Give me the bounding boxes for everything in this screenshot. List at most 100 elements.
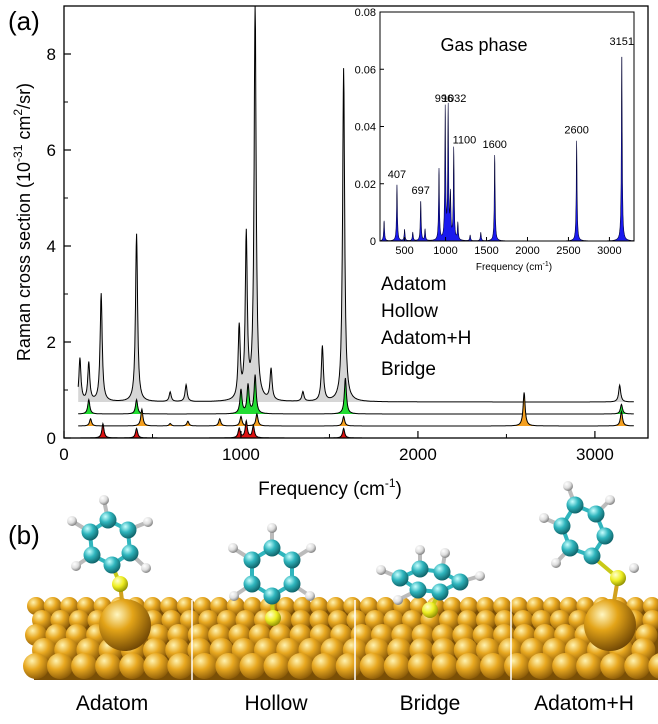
panel-a-label: (a) — [8, 6, 40, 36]
carbon-atom — [100, 512, 117, 529]
carbon-atom — [567, 497, 584, 514]
main-y-axis-label: Raman cross section (10-31 cm2/sr) — [11, 83, 34, 361]
carbon-atom — [597, 528, 614, 545]
inset-x-tick-label-500: 500 — [395, 245, 413, 257]
gold-atom — [23, 653, 49, 679]
panel-b-label: (b) — [8, 520, 40, 550]
hydrogen-atom — [229, 591, 239, 601]
legend-adatom-h: Adatom+H — [381, 328, 471, 349]
hydrogen-atom — [475, 571, 485, 581]
carbon-atom — [264, 588, 281, 605]
hydrogen-atom — [605, 495, 615, 505]
caption-adatom: Adatom — [76, 692, 148, 715]
hydrogen-atom — [393, 595, 403, 605]
gold-atom — [288, 653, 314, 679]
inset-x-tick-label-1000: 1000 — [433, 245, 457, 257]
gold-atom — [95, 653, 121, 679]
gold-atom — [215, 653, 241, 679]
hydrogen-atom — [306, 543, 316, 553]
gold-atom — [408, 653, 434, 679]
inset-peak-label-2600: 2600 — [564, 125, 588, 137]
gold-adatom — [584, 599, 636, 651]
x-tick-label-2000: 2000 — [399, 445, 437, 464]
inset-peak-label-1032: 1032 — [442, 93, 466, 105]
inset-peak-label-407: 407 — [388, 169, 406, 181]
inset-y-tick-label-0: 0 — [370, 236, 376, 248]
sulfur-atom — [610, 570, 626, 586]
main-x-axis-label: Frequency (cm-1) — [258, 476, 402, 500]
series-adatom-h-line — [78, 392, 634, 426]
gold-atom — [264, 653, 290, 679]
carbon-atom — [588, 506, 605, 523]
carbon-atom — [244, 576, 261, 593]
hydrogen-atom — [629, 563, 639, 573]
gold-atom — [624, 653, 650, 679]
gold-atom — [528, 653, 554, 679]
carbon-atom — [284, 576, 301, 593]
inset-x-tick-label-3000: 3000 — [597, 245, 621, 257]
inset-y-tick-label-1: 0.02 — [355, 179, 376, 191]
inset-peak-label-1100: 1100 — [453, 135, 477, 147]
hydrogen-atom — [551, 558, 561, 568]
carbon-atom — [432, 584, 449, 601]
carbon-atom — [104, 557, 121, 574]
carbon-atom — [392, 570, 409, 587]
hydrogen-atom — [376, 565, 386, 575]
gold-atom — [167, 653, 193, 679]
gold-atom — [71, 653, 97, 679]
x-tick-label-0: 0 — [59, 445, 68, 464]
y-tick-label-4: 4 — [47, 237, 56, 256]
y-tick-label-6: 6 — [47, 141, 56, 160]
gold-atom — [384, 653, 410, 679]
sulfur-atom — [112, 576, 128, 592]
inset-peak-label-1600: 1600 — [482, 139, 506, 151]
caption-adatom-h: Adatom+H — [534, 692, 634, 715]
gold-atom — [240, 653, 266, 679]
series-bridge-fill — [78, 421, 634, 438]
carbon-atom — [452, 574, 469, 591]
carbon-atom — [562, 540, 579, 557]
sulfur-atom — [422, 602, 438, 618]
inset-peak-label-3151: 3151 — [610, 36, 634, 48]
y-tick-label-0: 0 — [47, 429, 56, 448]
hydrogen-atom — [71, 561, 81, 571]
carbon-atom — [244, 552, 261, 569]
legend-bridge: Bridge — [381, 359, 436, 380]
inset-x-axis-label: Frequency (cm-1) — [476, 261, 552, 273]
hydrogen-atom — [228, 543, 238, 553]
carbon-atom — [554, 518, 571, 535]
carbon-atom — [434, 564, 451, 581]
caption-bridge: Bridge — [400, 692, 461, 715]
carbon-atom — [412, 561, 429, 578]
panel-b-captions: Adatom Hollow Bridge Adatom+H — [76, 692, 634, 715]
carbon-atom — [122, 545, 139, 562]
hydrogen-atom — [141, 563, 151, 573]
inset-y-tick-label-4: 0.08 — [355, 7, 376, 19]
hydrogen-atom — [440, 548, 450, 558]
inset-y-tick-label-2: 0.04 — [355, 122, 376, 134]
x-tick-label-3000: 3000 — [576, 445, 614, 464]
gold-atom — [576, 653, 602, 679]
gold-atom — [552, 653, 578, 679]
carbon-atom — [584, 548, 601, 565]
legend-adatom: Adatom — [381, 274, 446, 295]
inset-y-tick-label-3: 0.06 — [355, 64, 376, 76]
gold-atom — [336, 653, 362, 679]
hydrogen-atom — [67, 516, 77, 526]
hydrogen-atom — [305, 591, 315, 601]
gold-atom — [143, 653, 169, 679]
gold-atom — [600, 653, 626, 679]
gold-atom — [191, 653, 217, 679]
hydrogen-atom — [99, 495, 109, 505]
gold-atom — [480, 653, 506, 679]
hydrogen-atom — [267, 523, 277, 533]
y-tick-label-2: 2 — [47, 333, 56, 352]
caption-hollow: Hollow — [244, 692, 308, 715]
inset-peak-label-697: 697 — [412, 185, 430, 197]
gold-atom — [432, 653, 458, 679]
series-adatom-h-fill — [78, 392, 634, 426]
inset-x-tick-label-2500: 2500 — [556, 245, 580, 257]
